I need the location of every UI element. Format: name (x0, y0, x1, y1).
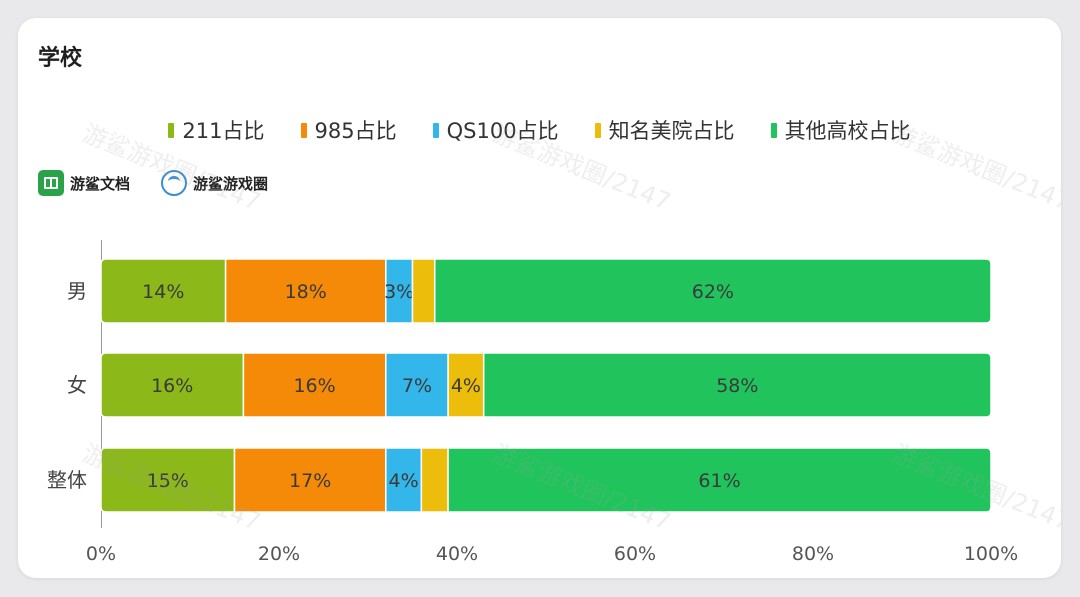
legend-item-985[interactable]: 985占比 (300, 115, 397, 145)
data-label: 14% (142, 281, 184, 303)
legend-item-other[interactable]: 其他高校占比 (770, 115, 911, 145)
legend-label: 知名美院占比 (608, 119, 735, 143)
data-label: 4% (451, 375, 481, 397)
data-label: 4% (389, 470, 419, 492)
stacked-bar-chart: 男 14% 18% 3% 62% 女 16% 16% 7% 4% 58% 整体 15% 17% 4% 61% 0… (47, 240, 1018, 565)
brand-youshark-game: 游鲨游戏圈 (161, 170, 268, 196)
x-tick-label: 80% (792, 543, 834, 565)
x-tick-label: 60% (614, 543, 656, 565)
data-label: 3% (384, 281, 414, 303)
data-label: 62% (692, 281, 734, 303)
bar-segment (411, 258, 436, 324)
y-tick-label: 男 (67, 279, 87, 303)
data-label: 58% (716, 375, 758, 397)
legend-label: 985占比 (314, 119, 397, 143)
legend-swatch (770, 122, 777, 138)
bar-segment (434, 258, 992, 324)
bar-segment (100, 352, 245, 418)
legend-label: QS100占比 (446, 119, 559, 143)
legend-swatch (594, 122, 601, 138)
y-tick-label: 整体 (47, 468, 87, 492)
legend-swatch (168, 122, 175, 138)
brand-label: 游鲨文档 (70, 174, 131, 193)
legend-item-211[interactable]: 211占比 (168, 115, 265, 145)
legend-label: 其他高校占比 (784, 119, 911, 143)
legend-item-qs100[interactable]: QS100占比 (432, 115, 559, 145)
x-tick-label: 20% (258, 543, 300, 565)
y-tick-label: 女 (67, 373, 87, 397)
x-tick-label: 0% (86, 543, 116, 565)
legend-label: 211占比 (182, 119, 265, 143)
shark-logo-icon (161, 170, 187, 196)
bar-segment (447, 447, 992, 513)
bar-segment (482, 352, 992, 418)
data-label: 7% (402, 375, 432, 397)
legend-swatch (300, 122, 307, 138)
data-label: 17% (289, 470, 331, 492)
chart-title: 学校 (38, 46, 83, 71)
bar-segment (100, 258, 227, 324)
bar-segment (100, 447, 236, 513)
bar-segment (420, 447, 449, 513)
brand-youshark-docs: 游鲨文档 (38, 170, 130, 196)
spreadsheet-icon (38, 170, 64, 196)
legend: 211占比 985占比 QS100占比 知名美院占比 其他高校占比 (18, 115, 1061, 145)
brand-label: 游鲨游戏圈 (193, 174, 269, 193)
x-tick-label: 100% (964, 543, 1018, 565)
x-tick-label: 40% (436, 543, 478, 565)
data-label: 16% (151, 375, 193, 397)
data-label: 15% (147, 470, 189, 492)
chart-card: 学校 211占比 985占比 QS100占比 知名美院占比 其他高校占比 游鲨文… (18, 18, 1061, 578)
data-label: 61% (698, 470, 740, 492)
data-label: 16% (293, 375, 335, 397)
data-label: 18% (285, 281, 327, 303)
legend-item-art[interactable]: 知名美院占比 (594, 115, 735, 145)
legend-swatch (432, 122, 439, 138)
